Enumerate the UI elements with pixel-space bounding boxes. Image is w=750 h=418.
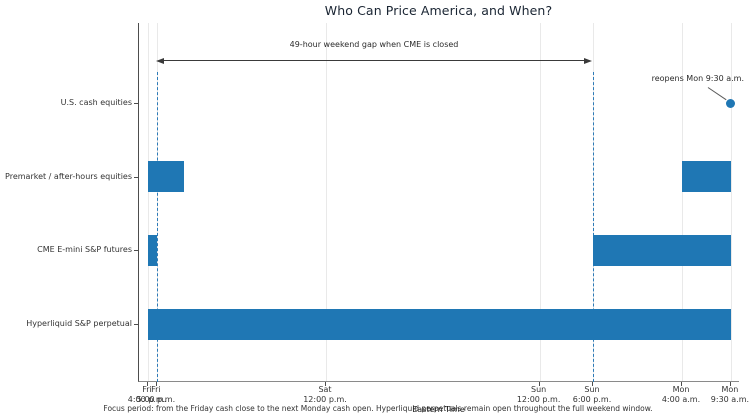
reopen-annotation-text: reopens Mon 9:30 a.m. — [651, 74, 744, 83]
open-interval-bar — [148, 308, 731, 340]
dashed-guide-line — [156, 72, 158, 382]
x-tick-day: Sat — [318, 385, 332, 394]
open-interval-bar — [682, 161, 731, 193]
x-tick-time: 4:00 p.m. — [127, 395, 167, 404]
y-tick-mark — [134, 176, 138, 178]
x-tick-mark — [325, 382, 326, 386]
gridline — [682, 23, 683, 381]
gridline — [539, 23, 541, 381]
dashed-guide-line — [593, 72, 594, 382]
x-tick-mark — [155, 382, 157, 386]
x-tick-mark — [592, 382, 593, 386]
x-tick-mark — [147, 382, 148, 386]
x-tick-day: Sun — [584, 385, 600, 394]
gap-arrow-left-head-icon — [156, 57, 164, 64]
x-tick-label: Fri 4:00 p.m. — [112, 385, 182, 405]
x-tick-day: Mon — [672, 385, 690, 394]
x-tick-label: Fri 5:00 p.m. — [121, 385, 191, 405]
gridline — [148, 23, 149, 381]
open-interval-bar — [148, 161, 184, 193]
chart-title: Who Can Price America, and When? — [324, 3, 553, 18]
y-axis-label: Premarket / after-hours equities — [5, 171, 132, 181]
gridline — [326, 23, 327, 381]
y-tick-mark — [134, 250, 138, 252]
x-tick-mark — [681, 382, 682, 386]
x-tick-day: Sun — [530, 385, 547, 394]
open-interval-bar — [148, 234, 157, 266]
x-tick-day: Fri — [142, 385, 152, 394]
gap-arrow-right-head-icon — [584, 57, 592, 64]
x-tick-day: Mon — [721, 385, 739, 394]
y-tick-mark — [134, 103, 138, 104]
y-axis-label: Hyperliquid S&P perpetual — [26, 319, 132, 328]
x-tick-day: Fri — [151, 385, 161, 394]
plot-area — [138, 23, 739, 382]
gap-arrow-line — [163, 60, 584, 61]
gap-annotation-text: 49-hour weekend gap when CME is closed — [289, 40, 459, 49]
y-tick-mark — [134, 324, 138, 325]
x-tick-mark — [729, 382, 731, 386]
open-interval-bar — [593, 234, 731, 266]
x-tick-label: Mon 9:30 a.m. — [695, 385, 750, 405]
reopen-marker-dot — [726, 98, 736, 108]
x-tick-time: 9:30 a.m. — [710, 395, 750, 404]
gridline — [730, 23, 732, 381]
x-tick-time: 6:00 p.m. — [572, 395, 612, 404]
x-tick-label: Mon 4:00 a.m. — [646, 385, 716, 405]
footnote-caption: Focus period: from the Friday cash close… — [103, 404, 653, 413]
x-tick-label: Sun 6:00 p.m. — [557, 385, 627, 405]
x-tick-label: Sat 12:00 p.m. — [290, 385, 360, 405]
x-tick-time: 12:00 p.m. — [303, 395, 347, 404]
x-axis-label: Eastern Time — [412, 404, 465, 414]
x-tick-time: 5:00 p.m. — [136, 395, 176, 404]
x-tick-time: 12:00 p.m. — [516, 395, 561, 404]
x-tick-time: 4:00 a.m. — [661, 395, 701, 404]
x-tick-mark — [538, 382, 540, 386]
y-axis-label: U.S. cash equities — [60, 98, 132, 107]
y-axis-label: CME E-mini S&P futures — [37, 245, 132, 255]
x-tick-label: Sun 12:00 p.m. — [504, 385, 574, 405]
